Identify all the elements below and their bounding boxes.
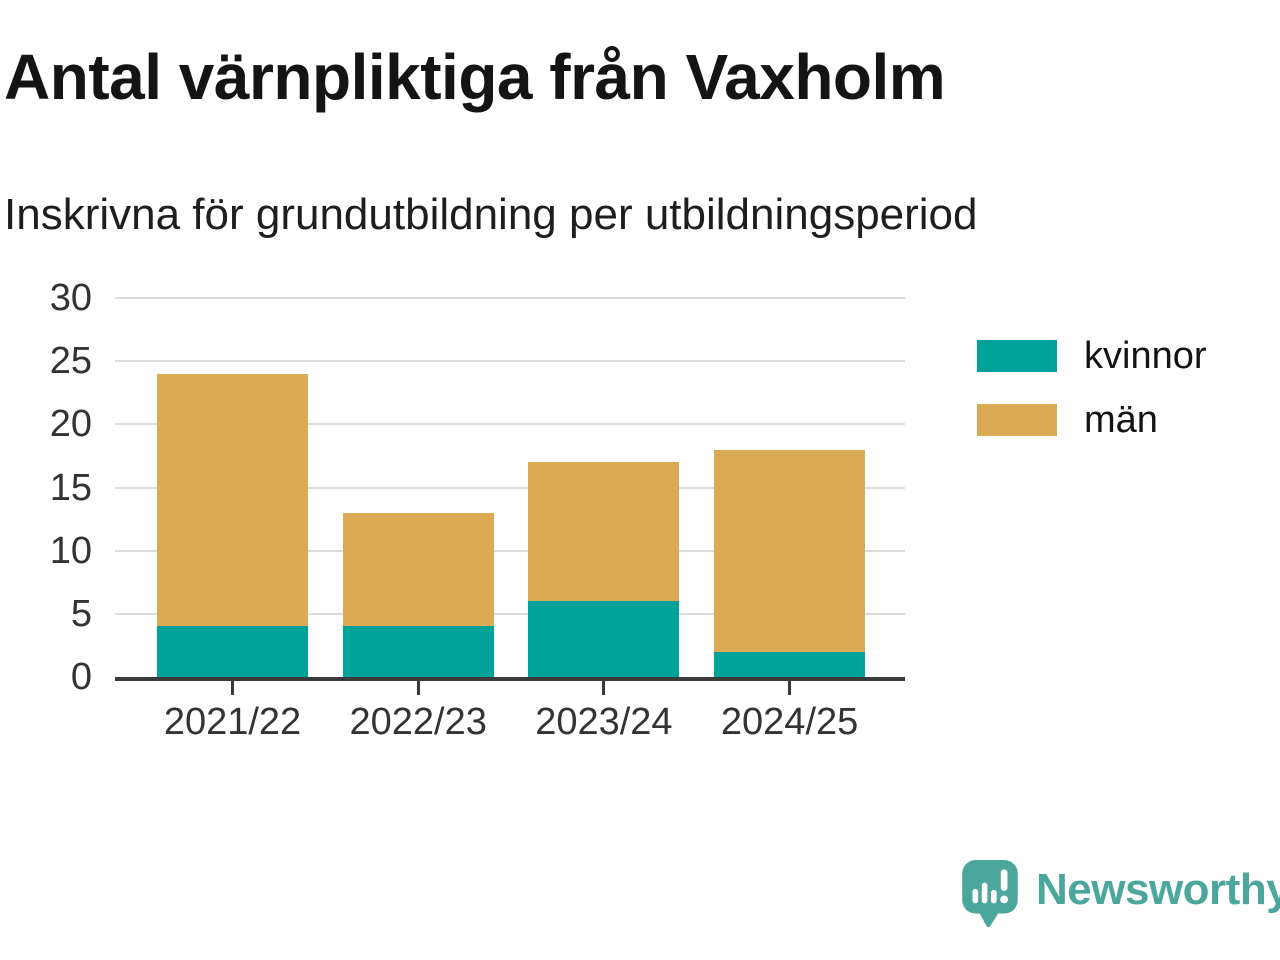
x-axis-category-label: 2022/23 [349, 701, 487, 743]
bar-2024-25-män [714, 449, 866, 652]
y-axis-tick-label: 5 [70, 592, 92, 635]
x-axis-category-label: 2021/22 [163, 701, 302, 743]
newsworthy-logo-icon [960, 858, 1022, 935]
y-gridline-20 [115, 423, 905, 426]
y-axis-tick-label: 15 [49, 466, 92, 509]
legend-item-män: män [977, 401, 1207, 439]
y-gridline-15 [115, 486, 905, 489]
legend-label-kvinnor: kvinnor [1084, 335, 1207, 377]
y-axis-tick-label: 10 [49, 529, 92, 572]
y-gridline-25 [115, 360, 905, 363]
x-axis-category-label: 2024/25 [720, 701, 859, 743]
x-axis-tick [602, 681, 606, 695]
legend-swatch-kvinnor [977, 340, 1057, 372]
legend-item-kvinnor: kvinnor [977, 337, 1207, 375]
bar-2021-22-män [157, 373, 308, 627]
x-axis-tick [788, 681, 792, 695]
x-axis-tick [231, 681, 234, 695]
bar-2021-22-kvinnor [157, 626, 308, 677]
legend-swatch-män [977, 404, 1057, 436]
x-axis-tick [416, 681, 420, 695]
y-gridline-30 [115, 297, 905, 299]
chart-legend: kvinnor män [977, 337, 1207, 439]
y-gridline-10 [115, 549, 905, 552]
y-axis-tick-label: 20 [49, 403, 92, 446]
bar-2023-24-kvinnor [528, 601, 680, 677]
chart-title: Antal värnpliktiga från Vaxholm [4, 41, 946, 113]
bar-2023-24-män [528, 462, 680, 602]
branding-footer: Newsworthy [960, 858, 1280, 935]
chart-subtitle: Inskrivna för grundutbildning per utbild… [4, 190, 978, 239]
bar-2024-25-kvinnor [714, 651, 866, 677]
y-axis-tick-label: 30 [49, 277, 92, 319]
legend-label-män: män [1084, 399, 1158, 441]
x-axis-category-label: 2023/24 [535, 701, 673, 743]
y-gridline-5 [115, 612, 905, 615]
y-axis-tick-label: 25 [49, 340, 92, 383]
x-axis-line [115, 677, 905, 681]
y-axis-tick-label: 0 [70, 656, 92, 698]
bar-2022-23-kvinnor [342, 626, 494, 677]
newsworthy-logo-text: Newsworthy [1036, 864, 1280, 914]
bar-2022-23-män [342, 512, 494, 627]
